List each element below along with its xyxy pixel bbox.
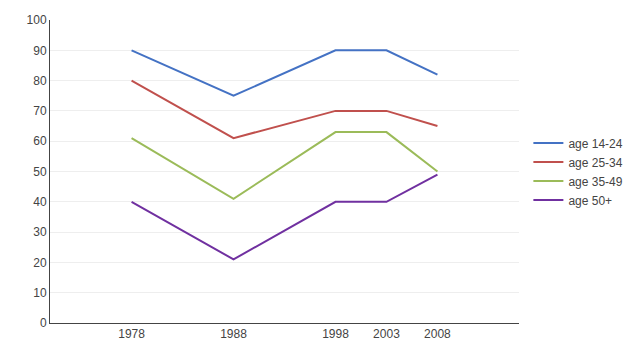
svg-text:90: 90: [33, 44, 47, 58]
svg-text:2008: 2008: [424, 327, 451, 341]
svg-text:50: 50: [33, 165, 47, 179]
svg-text:20: 20: [33, 256, 47, 270]
svg-text:1998: 1998: [322, 327, 349, 341]
svg-text:age 50+: age 50+: [568, 194, 612, 208]
svg-text:10: 10: [33, 286, 47, 300]
svg-text:60: 60: [33, 134, 47, 148]
svg-text:2003: 2003: [373, 327, 400, 341]
svg-text:40: 40: [33, 195, 47, 209]
svg-text:1978: 1978: [118, 327, 145, 341]
svg-text:30: 30: [33, 225, 47, 239]
svg-text:100: 100: [27, 13, 47, 27]
svg-text:80: 80: [33, 74, 47, 88]
svg-text:age 14-24: age 14-24: [568, 137, 622, 151]
svg-text:0: 0: [40, 316, 47, 330]
svg-text:age 25-34: age 25-34: [568, 156, 622, 170]
svg-text:70: 70: [33, 104, 47, 118]
svg-text:1988: 1988: [220, 327, 247, 341]
svg-text:age 35-49: age 35-49: [568, 175, 622, 189]
